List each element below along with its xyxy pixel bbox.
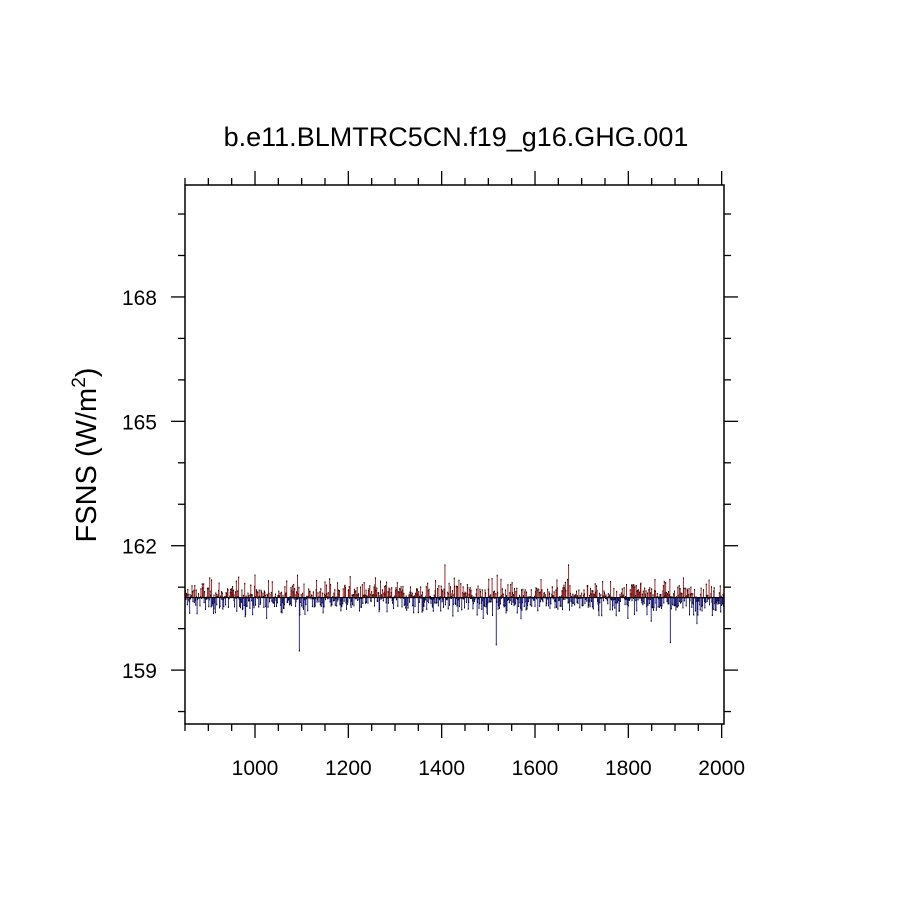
data-series (184, 564, 725, 652)
y-tick-labels: 159 162 165 168 (122, 287, 157, 683)
x-tick-label: 1800 (605, 757, 652, 780)
y-tick-label: 168 (122, 287, 157, 310)
axis-ticks (171, 171, 738, 738)
x-tick-label: 1000 (232, 757, 279, 780)
x-tick-label: 1200 (325, 757, 372, 780)
plot-area (184, 184, 725, 725)
x-tick-label: 1400 (418, 757, 465, 780)
chart-title: b.e11.BLMTRC5CN.f19_g16.GHG.001 (224, 122, 689, 152)
y-tick-label: 159 (122, 660, 157, 683)
x-tick-label: 1600 (512, 757, 559, 780)
x-tick-labels: 1000 1200 1400 1600 1800 2000 (232, 757, 745, 780)
y-axis-label: FSNS (W/m2) (69, 368, 103, 543)
y-tick-label: 162 (122, 536, 157, 559)
x-tick-label: 2000 (698, 757, 745, 780)
plot-frame (184, 184, 725, 725)
y-tick-label: 165 (122, 411, 157, 434)
